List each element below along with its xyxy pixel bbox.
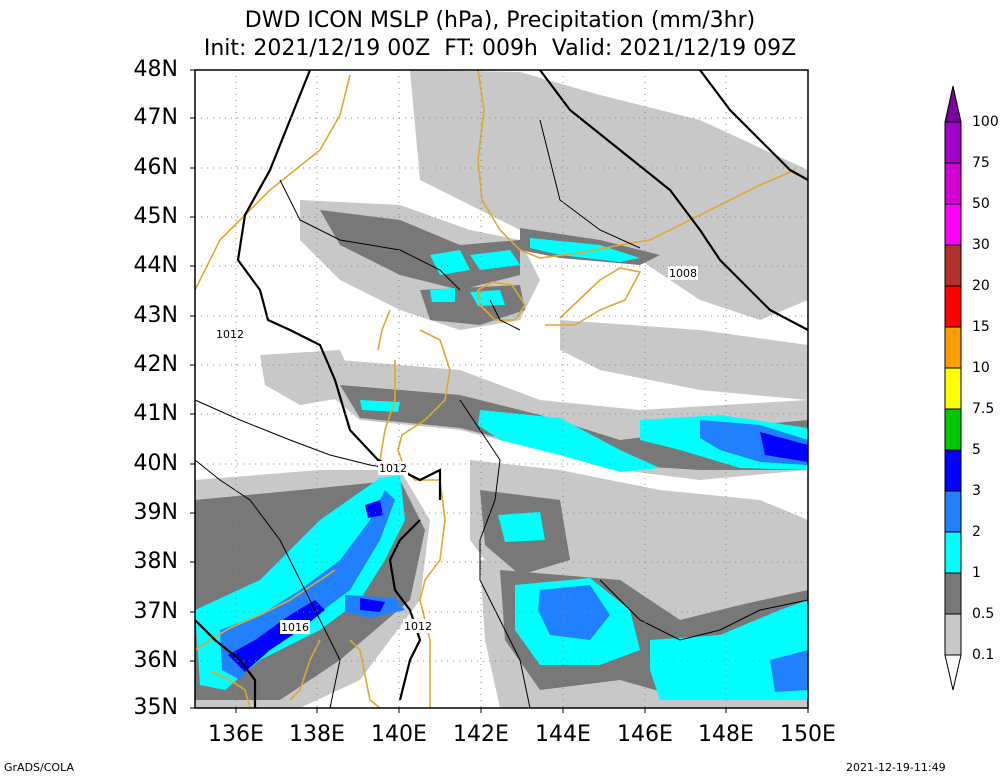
colorbar-swatch bbox=[944, 572, 962, 615]
colorbar-label: 0.5 bbox=[972, 606, 995, 622]
colorbar-swatch bbox=[944, 490, 962, 533]
lat-tick-label: 35N bbox=[133, 695, 178, 720]
isobar-label: 1012 bbox=[379, 462, 407, 475]
colorbar bbox=[944, 85, 962, 691]
colorbar-label: 15 bbox=[972, 319, 990, 335]
map-subtitle: Init: 2021/12/19 00Z FT: 009h Valid: 202… bbox=[203, 36, 797, 61]
colorbar-label: 50 bbox=[972, 196, 990, 212]
colorbar-swatch bbox=[944, 408, 962, 451]
colorbar-swatch bbox=[944, 613, 962, 656]
isobar-thick-layer bbox=[194, 69, 809, 708]
lat-tick-label: 40N bbox=[133, 451, 178, 476]
colorbar-top-arrow bbox=[944, 85, 962, 123]
lon-tick-label: 146E bbox=[617, 722, 673, 747]
graticule bbox=[195, 70, 808, 708]
precipitation-layer bbox=[195, 70, 808, 708]
software-credit: GrADS/COLA bbox=[4, 761, 74, 774]
lat-tick-label: 44N bbox=[133, 253, 178, 278]
colorbar-label: 20 bbox=[972, 278, 990, 294]
colorbar-label: 30 bbox=[972, 237, 990, 253]
colorbar-swatch bbox=[944, 367, 962, 410]
lat-tick-label: 37N bbox=[133, 599, 178, 624]
map-title: DWD ICON MSLP (hPa), Precipitation (mm/3… bbox=[244, 8, 756, 33]
colorbar-swatch bbox=[944, 326, 962, 369]
isobar-thin-layer bbox=[194, 119, 809, 709]
colorbar-swatch bbox=[944, 531, 962, 574]
colorbar-swatch bbox=[944, 162, 962, 205]
colorbar-label: 0.1 bbox=[972, 647, 995, 663]
colorbar-swatch bbox=[944, 121, 962, 164]
axis-ticks bbox=[190, 69, 809, 713]
lon-tick-label: 148E bbox=[698, 722, 754, 747]
colorbar-swatch bbox=[944, 244, 962, 287]
lat-tick-label: 46N bbox=[133, 155, 178, 180]
colorbar-label: 5 bbox=[972, 442, 981, 458]
colorbar-swatch bbox=[944, 203, 962, 246]
generated-timestamp: 2021-12-19-11:49 bbox=[846, 761, 946, 774]
colorbar-bottom-arrow bbox=[944, 654, 962, 691]
colorbar-swatch bbox=[944, 285, 962, 328]
lat-tick-label: 36N bbox=[133, 648, 178, 673]
lat-tick-label: 48N bbox=[133, 57, 178, 82]
lat-tick-label: 43N bbox=[133, 303, 178, 328]
lat-tick-label: 39N bbox=[133, 500, 178, 525]
lat-tick-label: 42N bbox=[133, 352, 178, 377]
lat-tick-label: 47N bbox=[133, 105, 178, 130]
colorbar-label: 75 bbox=[972, 155, 990, 171]
isobar-label: 1012 bbox=[216, 328, 244, 341]
lon-tick-label: 144E bbox=[535, 722, 591, 747]
lon-tick-label: 140E bbox=[371, 722, 427, 747]
lon-tick-label: 142E bbox=[453, 722, 509, 747]
lon-tick-label: 150E bbox=[780, 722, 836, 747]
colorbar-label: 100 bbox=[972, 114, 999, 130]
lat-tick-label: 41N bbox=[133, 401, 178, 426]
lon-tick-label: 138E bbox=[289, 722, 345, 747]
colorbar-label: 7.5 bbox=[972, 401, 995, 417]
isobar-labels: 1012 1012 1016 1012 1008 bbox=[215, 266, 698, 634]
colorbar-label: 10 bbox=[972, 360, 990, 376]
colorbar-label: 3 bbox=[972, 483, 981, 499]
colorbar-label: 1 bbox=[972, 565, 981, 581]
isobar-label: 1012 bbox=[404, 620, 432, 633]
colorbar-swatch bbox=[944, 449, 962, 492]
lat-tick-label: 38N bbox=[133, 549, 178, 574]
lat-tick-label: 45N bbox=[133, 204, 178, 229]
isobar-label: 1008 bbox=[669, 267, 697, 280]
isobar-label: 1016 bbox=[281, 621, 309, 634]
colorbar-label: 2 bbox=[972, 524, 981, 540]
map-frame bbox=[194, 69, 809, 709]
lon-tick-label: 136E bbox=[208, 722, 264, 747]
